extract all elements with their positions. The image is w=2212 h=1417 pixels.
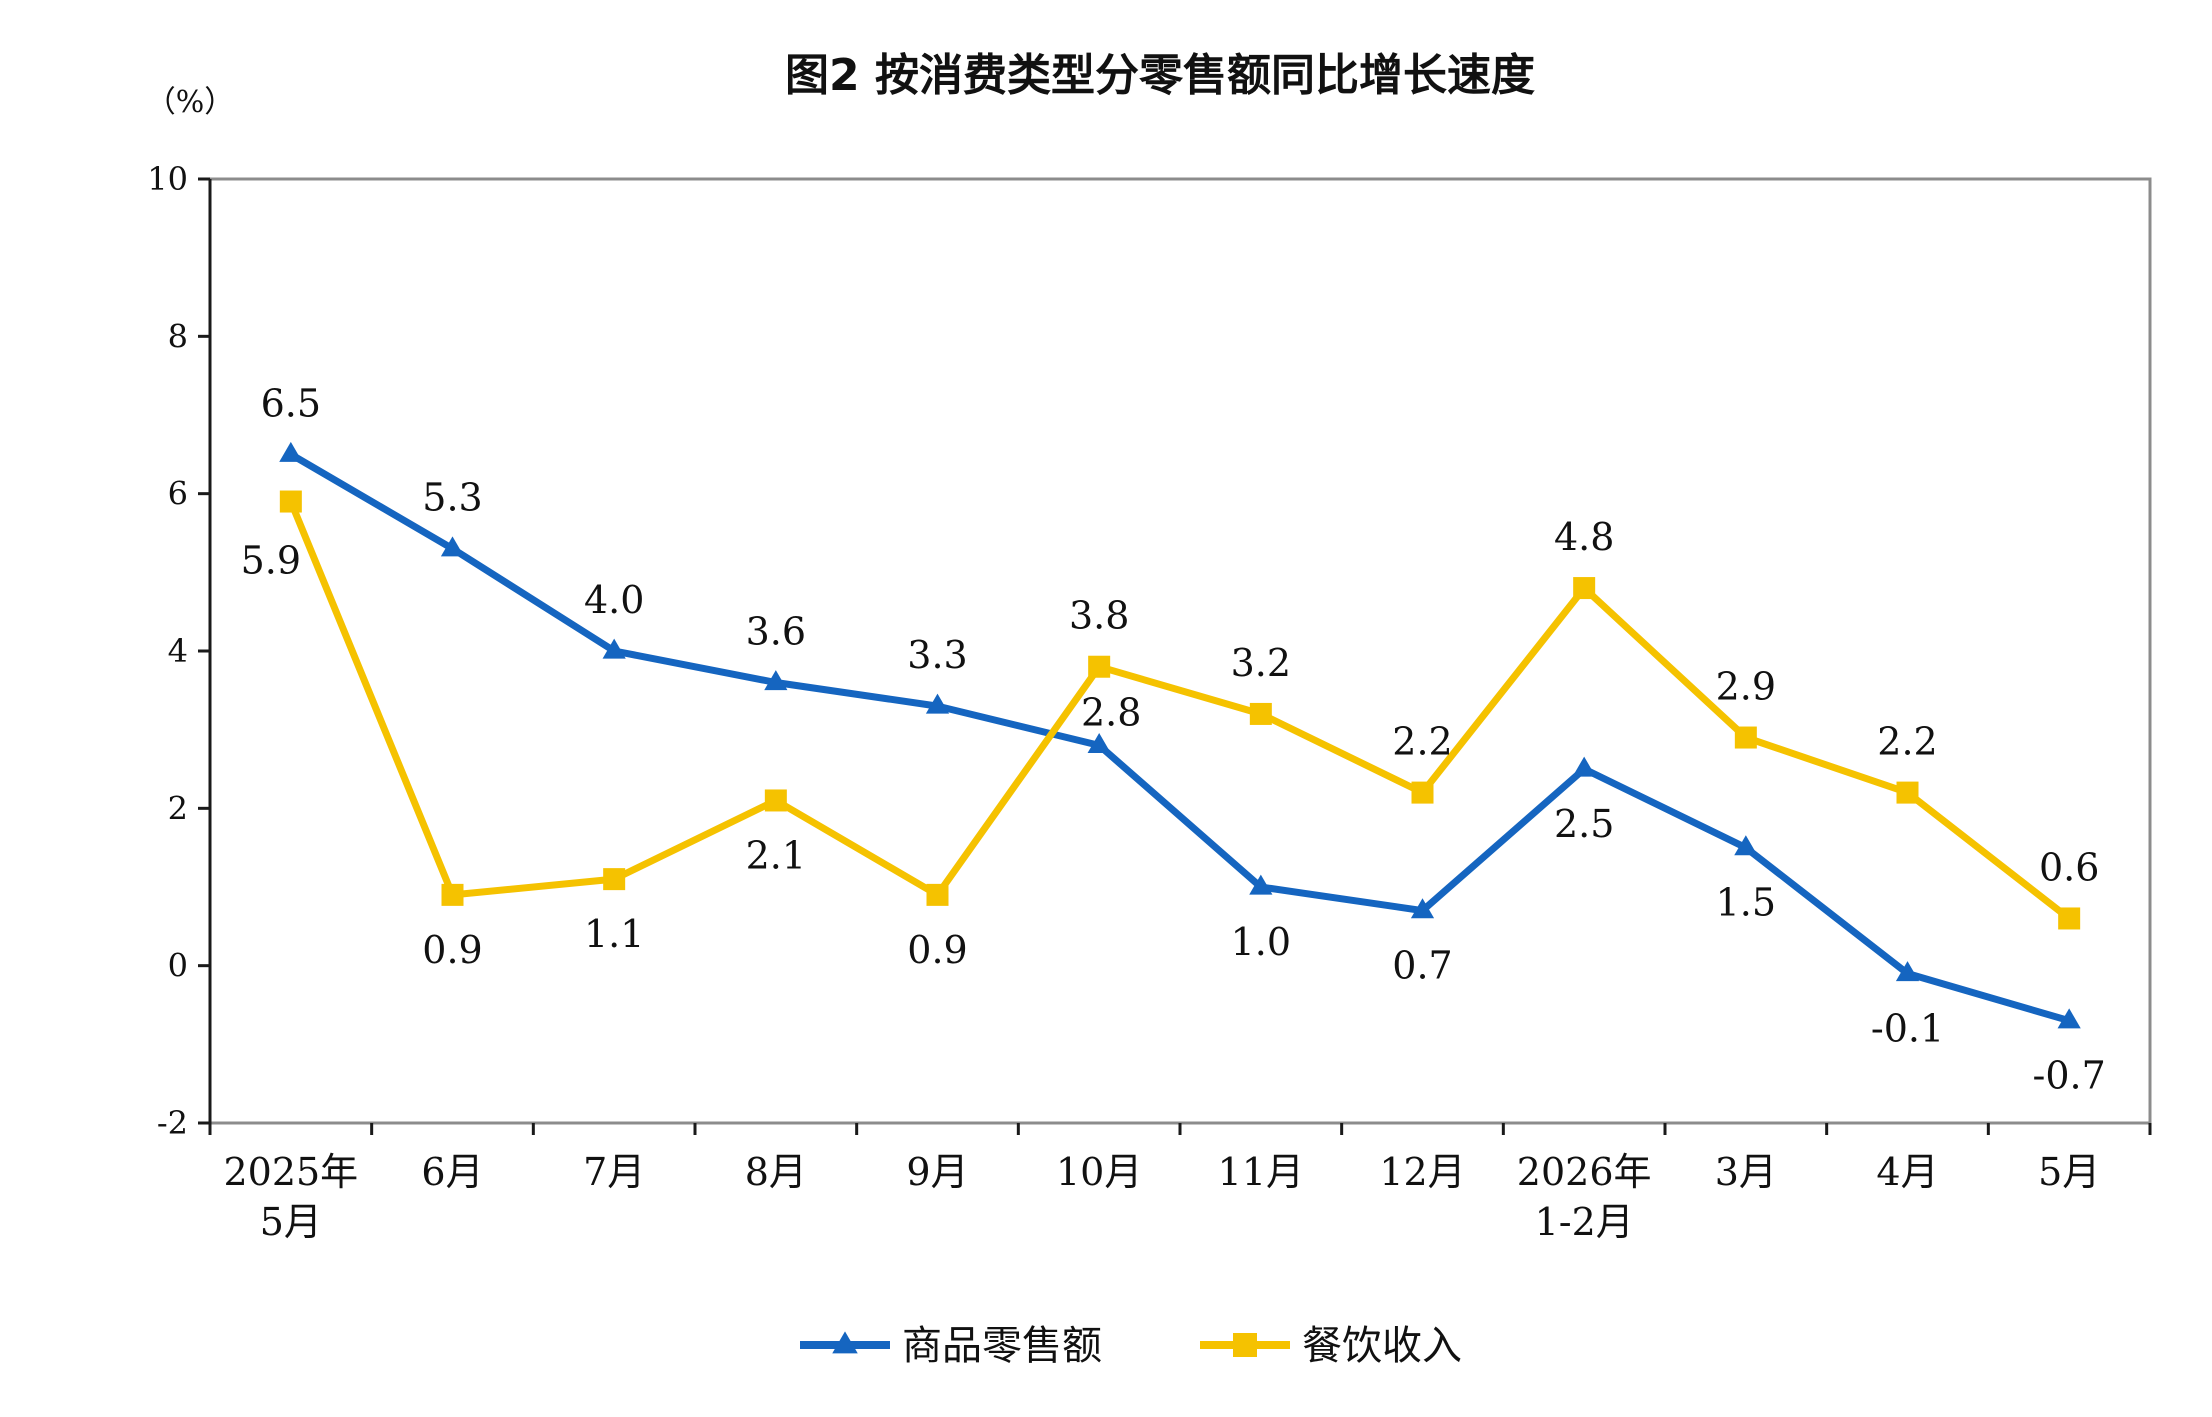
legend: 商品零售额 餐饮收入 [800, 1323, 1462, 1369]
data-point-triangle [925, 693, 950, 714]
data-point-triangle [602, 638, 626, 659]
y-unit-label: （%） [146, 85, 235, 120]
data-label: 6.5 [261, 381, 321, 425]
data-point-square [926, 883, 949, 906]
data-point-square [441, 883, 464, 906]
data-label: 3.6 [746, 609, 806, 653]
x-tick-label: 4月 [1876, 1150, 1938, 1194]
x-tick-label-line: 5月 [2038, 1150, 2100, 1194]
series-line-retail-goods [289, 451, 2071, 1025]
legend-marker-triangle [832, 1331, 858, 1354]
data-label: 5.3 [422, 476, 482, 520]
data-point-triangle [1249, 874, 1273, 895]
x-tick-label: 7月 [583, 1150, 645, 1194]
x-tick-label-line: 2026年 [1517, 1150, 1652, 1194]
data-label: 4.0 [584, 578, 644, 622]
data-point-triangle [2057, 1008, 2081, 1029]
data-label: 3.8 [1069, 594, 1129, 638]
series-line-catering [287, 500, 2072, 922]
data-labels: 6.5 5.3 4.0 3.6 3.3 2.8 1.0 0.7 2.5 1.5 -0.1 -0.7 5.… [241, 381, 2106, 1097]
data-point-triangle [1410, 898, 1435, 919]
x-tick-label-line: 9月 [906, 1150, 968, 1194]
data-point-square [279, 490, 302, 513]
data-label: 2.9 [1716, 665, 1776, 709]
axes: -2 0 2 4 6 8 10 2025年 5月 6月 7月 8月 9月 10月 11月 12月 2026年 1-… [147, 160, 2152, 1244]
x-tick-label-line: 4月 [1876, 1150, 1938, 1194]
data-point-triangle [1087, 733, 1111, 753]
data-point-square [1411, 781, 1434, 804]
data-label: 2.2 [1392, 720, 1452, 764]
x-tick-label: 10月 [1056, 1150, 1142, 1194]
data-point-square [1573, 577, 1596, 600]
y-tick-label: 10 [147, 160, 188, 198]
x-tick-label-line: 12月 [1379, 1150, 1465, 1194]
y-tick-label: 0 [168, 947, 188, 985]
data-point-square [1734, 726, 1757, 749]
data-label: 5.9 [241, 539, 301, 583]
x-tick-label-line: 6月 [421, 1150, 483, 1194]
legend-marker-square [1233, 1333, 1257, 1357]
series-layer [279, 441, 2081, 1029]
x-tick-label-line: 10月 [1056, 1150, 1142, 1194]
data-point-square [603, 868, 626, 891]
legend-label: 商品零售额 [902, 1323, 1102, 1369]
x-tick-label: 12月 [1379, 1150, 1465, 1194]
x-tick-label-line: 1-2月 [1535, 1200, 1634, 1244]
data-label: 0.7 [1392, 944, 1452, 988]
data-point-square [1896, 781, 1919, 804]
y-tick-label: 6 [168, 475, 188, 513]
data-point-triangle [1895, 961, 1920, 982]
x-tick-label: 5月 [2038, 1150, 2100, 1194]
data-label: 2.2 [1877, 720, 1937, 764]
x-tick-label: 11月 [1218, 1150, 1304, 1194]
y-tick-label: 2 [168, 789, 188, 827]
legend-label: 餐饮收入 [1302, 1323, 1462, 1369]
data-label: 1.1 [584, 912, 644, 956]
x-tick-label-line: 2025年 [223, 1150, 358, 1194]
data-label: 0.9 [422, 928, 482, 972]
data-label: 1.5 [1716, 881, 1776, 925]
data-label: 0.9 [907, 928, 967, 972]
data-point-triangle [440, 536, 465, 557]
data-label: 0.6 [2039, 845, 2099, 889]
chart-title: 图2 按消费类型分零售额同比增长速度 [785, 50, 1535, 101]
x-tick-label-line: 3月 [1715, 1150, 1777, 1194]
x-tick-label: 3月 [1715, 1150, 1777, 1194]
data-label: -0.1 [1871, 1007, 1944, 1051]
data-label: 2.1 [746, 833, 806, 877]
data-point-triangle [1734, 835, 1758, 856]
x-tick-label-line: 7月 [583, 1150, 645, 1194]
x-tick-label: 9月 [906, 1150, 968, 1194]
data-label: 2.5 [1554, 802, 1614, 846]
x-tick-label-line: 11月 [1218, 1150, 1304, 1194]
data-point-square [2058, 907, 2081, 930]
x-tick-label: 8月 [745, 1150, 807, 1194]
data-point-square [1088, 655, 1111, 678]
y-tick-label: -2 [157, 1104, 188, 1142]
data-label: 2.8 [1081, 690, 1141, 734]
x-tick-label: 2026年 1-2月 [1517, 1150, 1652, 1244]
x-tick-label: 6月 [421, 1150, 483, 1194]
data-label: 4.8 [1554, 515, 1614, 559]
data-point-triangle [1572, 756, 1596, 777]
plot-frame [208, 177, 2152, 1125]
data-point-triangle [764, 670, 788, 691]
data-label: 1.0 [1231, 920, 1291, 964]
data-point-square [1249, 702, 1272, 725]
y-tick-label: 8 [168, 317, 188, 355]
data-label: 3.3 [907, 633, 967, 677]
x-tick-label: 2025年 5月 [223, 1150, 358, 1244]
data-label: -0.7 [2033, 1054, 2106, 1098]
x-tick-label-line: 5月 [260, 1200, 322, 1244]
data-label: 3.2 [1231, 641, 1291, 685]
x-tick-label-line: 8月 [745, 1150, 807, 1194]
y-tick-label: 4 [168, 632, 188, 670]
data-point-triangle [279, 441, 303, 462]
data-point-square [764, 789, 787, 812]
